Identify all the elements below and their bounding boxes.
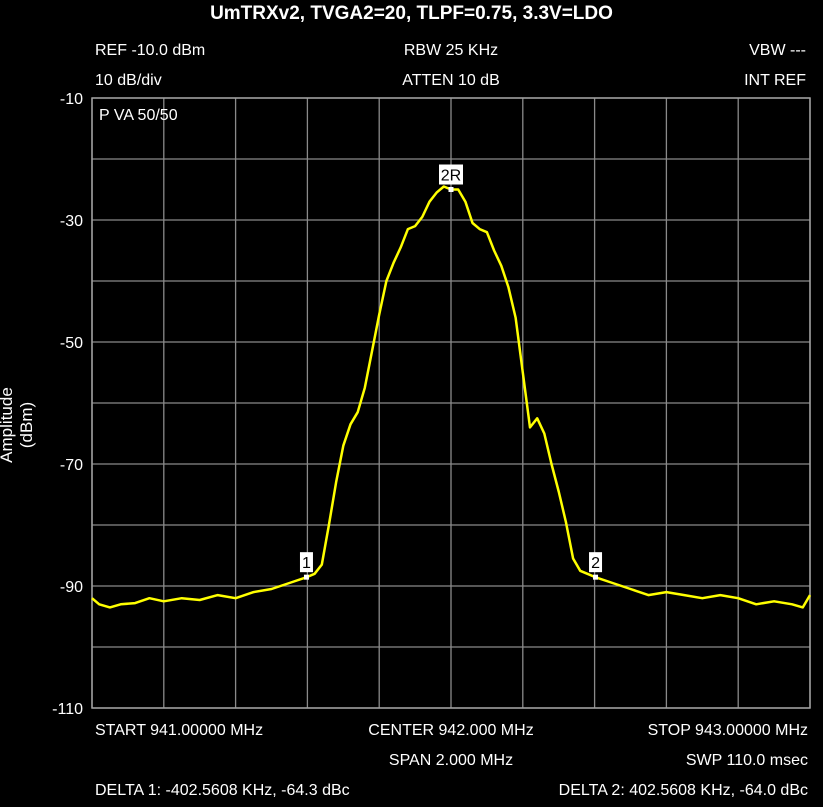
reference-source: INT REF — [744, 72, 806, 89]
attenuation: ATTEN 10 dB — [402, 72, 500, 89]
trace-mode: P VA 50/50 — [99, 107, 178, 124]
y-tick-label: -70 — [60, 457, 83, 474]
reference-level: REF -10.0 dBm — [95, 42, 206, 59]
video-bandwidth: VBW --- — [749, 42, 806, 59]
trace — [91, 185, 812, 609]
marker-label-box — [589, 552, 603, 573]
grid — [91, 97, 811, 709]
marker-label: 2 — [591, 555, 600, 572]
marker-2: 2 — [589, 552, 603, 580]
stop-frequency: STOP 943.00000 MHz — [647, 722, 808, 739]
delta-marker-1: DELTA 1: -402.5608 KHz, -64.3 dBc — [95, 782, 350, 799]
marker-label-box — [299, 552, 313, 573]
delta-marker-2: DELTA 2: 402.5608 KHz, -64.0 dBc — [558, 782, 808, 799]
spectrum-trace-line — [91, 185, 812, 609]
marker-1: 1 — [299, 552, 313, 580]
frequency-span: SPAN 2.000 MHz — [388, 752, 514, 769]
marker-point — [448, 187, 454, 192]
marker-label-box — [439, 164, 463, 185]
y-tick-labels: -10 -30 -50 -70 -90 -110 — [52, 91, 83, 718]
marker-label: 2R — [441, 168, 461, 185]
markers: 1 2R 2 — [299, 164, 603, 580]
center-frequency: CENTER 942.000 MHz — [368, 722, 534, 739]
y-tick-label: -30 — [60, 213, 83, 230]
chart-title: UmTRXv2, TVGA2=20, TLPF=0.75, 3.3V=LDO — [210, 3, 613, 24]
marker-point — [303, 574, 309, 580]
y-tick-label: -90 — [60, 579, 83, 596]
marker-2R: 2R — [439, 164, 463, 192]
resolution-bandwidth: RBW 25 KHz — [403, 42, 499, 59]
y-tick-label: -110 — [52, 701, 83, 718]
vertical-scale: 10 dB/div — [95, 72, 162, 89]
start-frequency: START 941.00000 MHz — [95, 722, 264, 739]
marker-point — [593, 574, 599, 580]
sweep-time: SWP 110.0 msec — [685, 752, 808, 769]
marker-label: 1 — [302, 555, 311, 572]
y-tick-label: -50 — [60, 335, 83, 352]
plot-border — [91, 97, 811, 709]
y-tick-label: -10 — [60, 91, 83, 108]
